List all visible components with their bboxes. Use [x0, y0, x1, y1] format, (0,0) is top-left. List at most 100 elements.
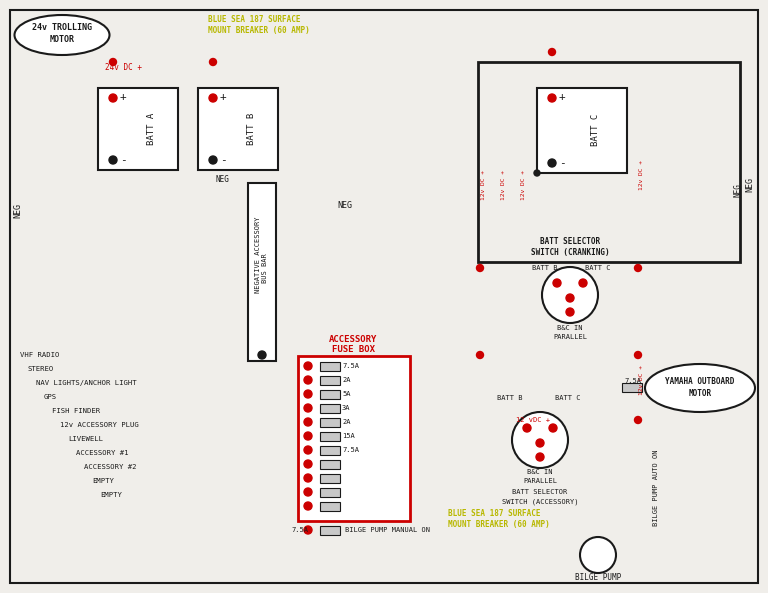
Circle shape: [580, 537, 616, 573]
Circle shape: [258, 351, 266, 359]
Text: BATT B: BATT B: [247, 113, 257, 145]
FancyBboxPatch shape: [98, 88, 178, 170]
Circle shape: [634, 264, 641, 272]
Text: SWITCH (CRANKING): SWITCH (CRANKING): [531, 247, 609, 257]
Text: -: -: [559, 158, 566, 168]
Text: MOTOR: MOTOR: [688, 388, 712, 397]
Text: 7.5A: 7.5A: [291, 527, 308, 533]
Text: -: -: [220, 155, 227, 165]
Text: GPS: GPS: [44, 394, 57, 400]
Text: BILGE PUMP AUTO ON: BILGE PUMP AUTO ON: [653, 449, 659, 526]
Text: FUSE BOX: FUSE BOX: [332, 346, 375, 355]
Text: PARALLEL: PARALLEL: [553, 334, 587, 340]
FancyBboxPatch shape: [298, 356, 410, 521]
Text: EMPTY: EMPTY: [100, 492, 122, 498]
Text: 12v DC +: 12v DC +: [639, 365, 644, 395]
FancyBboxPatch shape: [320, 525, 340, 534]
Circle shape: [548, 49, 555, 56]
Text: PARALLEL: PARALLEL: [523, 478, 557, 484]
Ellipse shape: [645, 364, 755, 412]
Text: BATT SELECTOR: BATT SELECTOR: [512, 489, 568, 495]
Text: 12v DC +: 12v DC +: [501, 170, 506, 200]
Text: BILGE PUMP MANUAL ON: BILGE PUMP MANUAL ON: [345, 527, 430, 533]
Circle shape: [304, 488, 312, 496]
Text: 12 vDC +: 12 vDC +: [516, 417, 550, 423]
Text: 12v DC +: 12v DC +: [639, 160, 644, 190]
Text: BLUE SEA 187 SURFACE: BLUE SEA 187 SURFACE: [208, 15, 300, 24]
Circle shape: [566, 308, 574, 316]
Text: 12v DC +: 12v DC +: [481, 170, 486, 200]
Circle shape: [210, 59, 217, 65]
Text: NAV LIGHTS/ANCHOR LIGHT: NAV LIGHTS/ANCHOR LIGHT: [36, 380, 137, 386]
Text: 5A: 5A: [342, 391, 350, 397]
Text: +: +: [220, 92, 227, 102]
FancyBboxPatch shape: [320, 432, 340, 441]
FancyBboxPatch shape: [320, 375, 340, 384]
Text: BATT B: BATT B: [532, 265, 558, 271]
Circle shape: [304, 432, 312, 440]
Circle shape: [304, 460, 312, 468]
Circle shape: [304, 418, 312, 426]
Text: NEG: NEG: [733, 183, 743, 197]
Text: LIVEWELL: LIVEWELL: [68, 436, 103, 442]
Circle shape: [512, 412, 568, 468]
Circle shape: [579, 279, 587, 287]
Text: BATT SELECTOR: BATT SELECTOR: [540, 238, 600, 247]
Text: NEG: NEG: [215, 176, 229, 184]
Text: FISH FINDER: FISH FINDER: [52, 408, 100, 414]
FancyBboxPatch shape: [320, 460, 340, 468]
Text: +: +: [559, 92, 566, 102]
Circle shape: [536, 453, 544, 461]
Text: MOTOR: MOTOR: [49, 36, 74, 44]
Text: 3A: 3A: [342, 405, 350, 411]
Circle shape: [209, 156, 217, 164]
Text: BILGE PUMP: BILGE PUMP: [575, 573, 621, 582]
Text: 24v DC +: 24v DC +: [105, 63, 142, 72]
Circle shape: [548, 94, 556, 102]
Text: 7.5A: 7.5A: [342, 447, 359, 453]
Circle shape: [304, 362, 312, 370]
Text: 24v TROLLING: 24v TROLLING: [32, 24, 92, 33]
Circle shape: [534, 170, 540, 176]
FancyBboxPatch shape: [198, 88, 278, 170]
Text: 7.5A: 7.5A: [624, 378, 641, 384]
Circle shape: [542, 267, 598, 323]
Circle shape: [304, 376, 312, 384]
Circle shape: [209, 94, 217, 102]
Circle shape: [553, 279, 561, 287]
Text: NEG: NEG: [337, 200, 353, 209]
Circle shape: [304, 404, 312, 412]
Circle shape: [523, 424, 531, 432]
Text: 2A: 2A: [342, 377, 350, 383]
Text: SWITCH (ACCESSORY): SWITCH (ACCESSORY): [502, 499, 578, 505]
Circle shape: [634, 352, 641, 359]
FancyBboxPatch shape: [320, 403, 340, 413]
Text: 2A: 2A: [342, 419, 350, 425]
Text: BLUE SEA 187 SURFACE: BLUE SEA 187 SURFACE: [448, 509, 541, 518]
Text: BATT A: BATT A: [147, 113, 157, 145]
Text: BATT B: BATT B: [497, 395, 523, 401]
Text: BATT C: BATT C: [591, 114, 600, 146]
Text: B&C IN: B&C IN: [528, 469, 553, 475]
Text: NEGATIVE ACCESSORY: NEGATIVE ACCESSORY: [255, 217, 261, 294]
Text: BATT C: BATT C: [555, 395, 581, 401]
FancyBboxPatch shape: [622, 383, 642, 392]
FancyBboxPatch shape: [320, 445, 340, 454]
Circle shape: [476, 264, 484, 272]
Text: +: +: [120, 92, 127, 102]
Text: STEREO: STEREO: [28, 366, 55, 372]
Text: YAMAHA OUTBOARD: YAMAHA OUTBOARD: [665, 377, 735, 385]
Circle shape: [304, 526, 312, 534]
Circle shape: [476, 352, 484, 359]
Text: NEG: NEG: [746, 177, 754, 193]
Text: 7.5A: 7.5A: [342, 363, 359, 369]
Circle shape: [304, 390, 312, 398]
FancyBboxPatch shape: [320, 473, 340, 483]
Text: 12v DC +: 12v DC +: [521, 170, 526, 200]
Text: ACCESSORY #2: ACCESSORY #2: [84, 464, 137, 470]
Text: EMPTY: EMPTY: [92, 478, 114, 484]
Text: 15A: 15A: [342, 433, 355, 439]
Circle shape: [109, 94, 117, 102]
Text: B&C IN: B&C IN: [558, 325, 583, 331]
FancyBboxPatch shape: [10, 10, 758, 583]
